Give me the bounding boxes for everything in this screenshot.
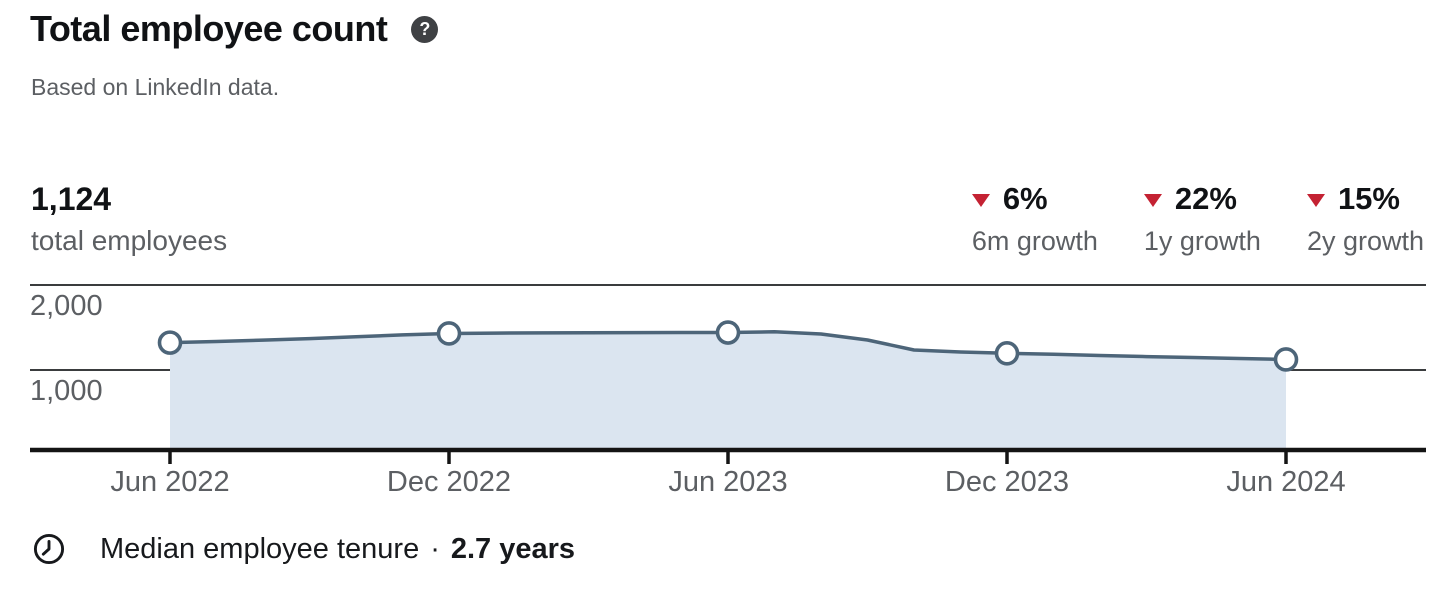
y-axis-label: 1,000 [30,375,103,407]
growth-value: 22% [1174,181,1237,216]
tenure-value: 2.7 years [450,532,576,565]
growth-stat-1y: 22% 1y growth [1143,181,1261,257]
x-axis-label: Jun 2024 [1226,466,1345,498]
subtitle: Based on LinkedIn data. [31,74,280,100]
decrease-arrow-icon [1143,194,1162,207]
growth-stat-6m: 6% 6m growth [971,181,1098,257]
employee-count-chart: 2,000 1,000 Jun 2022 Dec 2022 Jun 2023 Dec 20… [30,284,1426,498]
tenure-separator: · [430,532,440,565]
question-mark-icon: ? [419,19,431,39]
x-axis-label: Jun 2023 [668,466,787,498]
card-header: Total employee count ? [30,8,439,50]
decrease-arrow-icon [1306,194,1325,207]
summary-label: total employees [31,225,228,256]
x-axis-label: Dec 2022 [387,466,511,498]
y-axis-label: 2,000 [30,290,103,322]
decrease-arrow-icon [971,194,990,207]
page-title: Total employee count [30,8,388,49]
growth-label: 1y growth [1143,226,1261,256]
growth-value: 6% [1002,181,1048,216]
x-axis-label: Jun 2022 [110,466,229,498]
data-point-marker[interactable] [157,330,183,355]
data-point-marker[interactable] [715,320,741,345]
area-fill [170,331,1286,449]
data-point-marker[interactable] [436,321,462,346]
growth-label: 6m growth [971,226,1098,256]
summary-stat: 1,124 total employees [31,181,227,257]
help-button[interactable]: ? [411,15,439,43]
growth-label: 2y growth [1306,226,1424,256]
growth-stat-2y: 15% 2y growth [1306,181,1424,257]
growth-value: 15% [1337,181,1400,216]
summary-value: 1,124 [31,181,112,217]
tenure-footer: Median employee tenure · 2.7 years [31,531,575,567]
clock-icon [33,533,65,565]
data-point-marker[interactable] [1273,347,1299,372]
x-axis-label: Dec 2023 [945,466,1069,498]
data-point-marker[interactable] [994,341,1020,366]
growth-stats-row: 6% 6m growth 22% 1y growth 15% 2y growth [971,181,1424,257]
tenure-label: Median employee tenure [100,532,420,565]
